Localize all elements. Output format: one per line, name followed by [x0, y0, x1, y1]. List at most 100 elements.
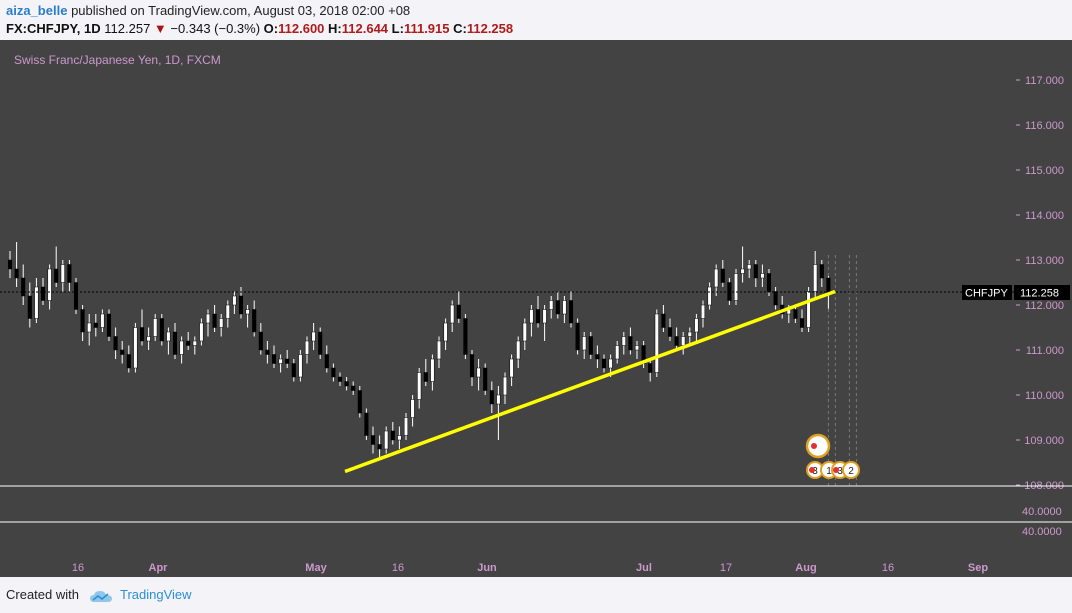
- candle: [813, 251, 818, 301]
- candle-body-up: [450, 304, 455, 324]
- x-tick-label: 16: [72, 562, 84, 574]
- y-tick-label: 109.000: [1024, 435, 1064, 447]
- candle: [799, 309, 805, 332]
- candle-body-down: [106, 313, 112, 337]
- candle-body-down: [535, 309, 541, 324]
- candle: [192, 336, 197, 355]
- candle-body-down: [766, 273, 772, 292]
- x-tick-label: 17: [720, 562, 732, 574]
- candle: [430, 354, 435, 391]
- candle-body-up: [298, 354, 303, 378]
- price-badge: CHFJPY 112.258: [962, 285, 1070, 300]
- candle-body-down: [212, 313, 217, 328]
- candle: [595, 345, 600, 368]
- candle-body-down: [595, 354, 600, 360]
- candle: [344, 377, 349, 391]
- candle: [80, 305, 85, 341]
- candle: [733, 269, 739, 305]
- candle-body-up: [608, 358, 613, 369]
- candle: [403, 413, 409, 440]
- candle: [568, 291, 574, 328]
- candle-body-down: [489, 390, 494, 405]
- candle-body-up: [133, 327, 138, 369]
- candle: [588, 332, 593, 359]
- candle: [219, 314, 224, 337]
- candle-body-up: [522, 322, 527, 342]
- candle-body-up: [747, 264, 752, 270]
- candle-body-up: [509, 358, 514, 378]
- candle: [153, 314, 158, 341]
- candle-body-down: [575, 322, 580, 351]
- low-label: L:: [391, 21, 404, 36]
- candle-body-down: [126, 354, 131, 369]
- candle: [146, 327, 151, 350]
- event-marker-dot: [811, 443, 817, 449]
- candle-body-down: [351, 385, 356, 391]
- candle-body-down: [799, 318, 805, 328]
- event-marker-dot: [809, 467, 815, 473]
- event-marker[interactable]: [842, 461, 860, 479]
- candle: [753, 260, 758, 287]
- candle-body-up: [232, 295, 237, 306]
- candle: [252, 300, 257, 337]
- candle: [496, 386, 501, 440]
- trendline[interactable]: [344, 289, 836, 474]
- candle-body-down: [324, 354, 329, 369]
- author-link[interactable]: aiza_belle: [6, 3, 68, 18]
- candle: [648, 359, 653, 382]
- candle: [67, 260, 72, 292]
- candle: [133, 323, 138, 373]
- candle: [27, 282, 32, 328]
- candle: [740, 246, 745, 283]
- candle-body-down: [753, 264, 758, 279]
- candle-body-down: [819, 264, 824, 279]
- tradingview-link[interactable]: TradingView: [120, 587, 192, 602]
- candle: [351, 381, 356, 395]
- candle-body-up: [47, 268, 52, 301]
- sub-panel-tick: 40.0000: [1022, 506, 1062, 518]
- candle-body-down: [370, 435, 376, 445]
- candle: [436, 336, 442, 368]
- candle-body-down: [120, 349, 125, 355]
- candle: [87, 314, 92, 346]
- candle-body-up: [192, 340, 197, 346]
- event-marker-label: 3: [812, 466, 818, 477]
- candle-body-down: [483, 367, 488, 391]
- candle: [687, 327, 692, 346]
- candle: [199, 318, 204, 346]
- candle-body-down: [648, 363, 653, 373]
- candle-body-down: [252, 309, 257, 333]
- candle: [410, 395, 415, 427]
- candle-body-down: [469, 354, 475, 378]
- down-arrow-icon: ▼: [153, 21, 167, 36]
- candle: [60, 260, 65, 292]
- candle-body-up: [549, 300, 554, 310]
- candle-body-up: [225, 304, 230, 319]
- price-chart[interactable]: Swiss Franc/Japanese Yen, 1D, FXCM 117.0…: [0, 40, 1072, 577]
- candle-body-down: [364, 412, 369, 436]
- candle: [311, 323, 316, 350]
- candle: [529, 305, 534, 337]
- y-tick-label: 117.000: [1025, 75, 1064, 87]
- candle-body-down: [331, 367, 336, 378]
- candle-body-down: [377, 444, 382, 450]
- sub-panel-tick-2: 40.0000: [1022, 526, 1062, 538]
- candle-body-up: [430, 358, 435, 382]
- candle-body-up: [278, 358, 283, 364]
- open-value: 112.600: [278, 21, 325, 36]
- candle-body-up: [87, 322, 92, 333]
- candle-body-up: [205, 313, 211, 324]
- candle-body-down: [628, 336, 633, 351]
- candles: [7, 242, 831, 458]
- candle: [489, 381, 494, 413]
- candle: [324, 345, 329, 373]
- candle: [694, 314, 699, 341]
- candle: [615, 341, 620, 364]
- candle-body-down: [337, 376, 343, 382]
- candle: [390, 422, 395, 445]
- close-label: C:: [453, 21, 467, 36]
- event-marker-ring[interactable]: [805, 433, 831, 459]
- candle-body-up: [516, 340, 521, 360]
- candle-body-up: [806, 291, 811, 328]
